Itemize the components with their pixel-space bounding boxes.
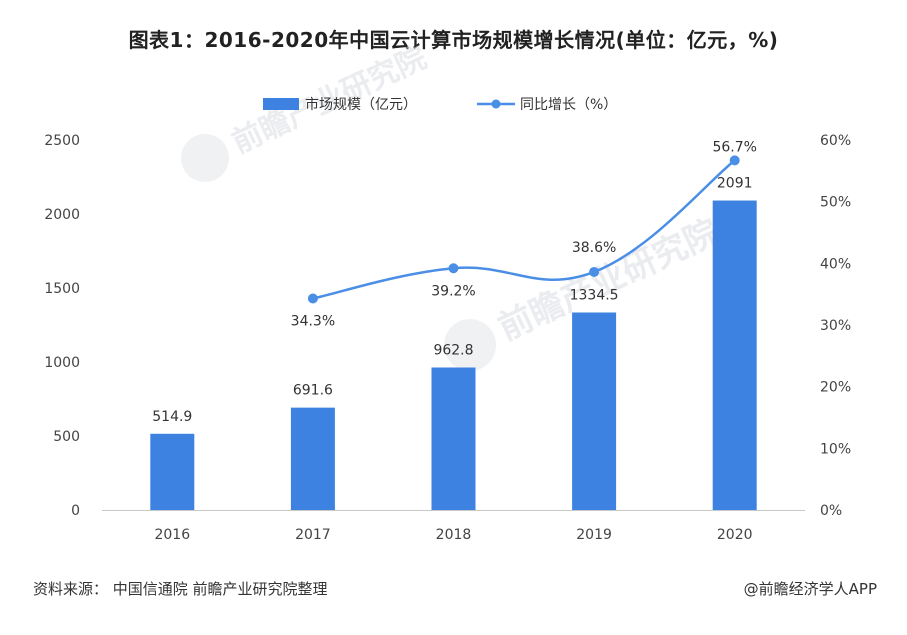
line-point bbox=[589, 266, 600, 277]
legend-bar-swatch bbox=[263, 98, 299, 110]
footer-credit: @前瞻经济学人APP bbox=[743, 580, 877, 598]
data-labels: 514.9 691.6 962.8 1334.5 2091 34.3% 39.2% 38.6%… bbox=[152, 139, 757, 424]
y-left-tick-label: 0 bbox=[71, 503, 80, 519]
legend-line-marker bbox=[491, 99, 501, 109]
y-right-tick-label: 40% bbox=[820, 256, 851, 272]
x-tick-label: 2017 bbox=[295, 527, 331, 543]
bar-data-label: 2091 bbox=[717, 176, 753, 192]
y-left-tick-label: 2500 bbox=[44, 133, 80, 149]
line-point bbox=[448, 263, 459, 274]
chart-title: 图表1：2016-2020年中国云计算市场规模增长情况(单位：亿元，%) bbox=[128, 28, 779, 52]
x-tick-label: 2019 bbox=[576, 527, 612, 543]
growth-line bbox=[307, 155, 740, 304]
legend: 市场规模（亿元） 同比增长（%） bbox=[263, 96, 617, 113]
x-tick-label: 2020 bbox=[717, 527, 753, 543]
watermark-group: 前瞻产业研究院 前瞻产业研究院 bbox=[181, 40, 725, 371]
bar-data-label: 1334.5 bbox=[570, 287, 619, 303]
y-right-tick-label: 50% bbox=[820, 195, 851, 211]
legend-bar-label: 市场规模（亿元） bbox=[305, 96, 417, 113]
bar-data-label: 962.8 bbox=[433, 343, 473, 359]
line-data-label: 38.6% bbox=[572, 240, 616, 256]
y-right-tick-label: 30% bbox=[820, 318, 851, 334]
bar bbox=[290, 407, 335, 510]
line-data-label: 56.7% bbox=[712, 139, 756, 155]
y-left-tick-label: 500 bbox=[53, 429, 80, 445]
x-tick-label: 2016 bbox=[154, 527, 190, 543]
axes: 0 500 1000 1500 2000 2500 0% 10% 20% 30% 40% 50% 60%… bbox=[44, 133, 851, 543]
x-tick-label: 2018 bbox=[436, 527, 472, 543]
y-right-tick-label: 0% bbox=[820, 503, 842, 519]
y-left-tick-label: 1000 bbox=[44, 355, 80, 371]
y-left-tick-label: 2000 bbox=[44, 207, 80, 223]
y-right-tick-label: 20% bbox=[820, 380, 851, 396]
line-point bbox=[307, 293, 318, 304]
line-data-label: 34.3% bbox=[291, 313, 335, 329]
growth-line-path bbox=[312, 159, 736, 300]
bar bbox=[712, 200, 757, 511]
bar bbox=[150, 433, 195, 510]
bar bbox=[431, 367, 476, 510]
line-point bbox=[729, 155, 740, 166]
bar-data-label: 691.6 bbox=[293, 383, 333, 399]
y-right-tick-label: 60% bbox=[820, 133, 851, 149]
bar bbox=[572, 312, 617, 510]
legend-line-label: 同比增长（%） bbox=[520, 97, 617, 113]
footer-source: 资料来源： 中国信通院 前瞻产业研究院整理 bbox=[33, 580, 328, 598]
line-data-label: 39.2% bbox=[431, 283, 475, 299]
y-left-tick-label: 1500 bbox=[44, 281, 80, 297]
y-right-tick-label: 10% bbox=[820, 441, 851, 457]
bar-data-label: 514.9 bbox=[152, 409, 192, 425]
bars bbox=[150, 200, 757, 511]
